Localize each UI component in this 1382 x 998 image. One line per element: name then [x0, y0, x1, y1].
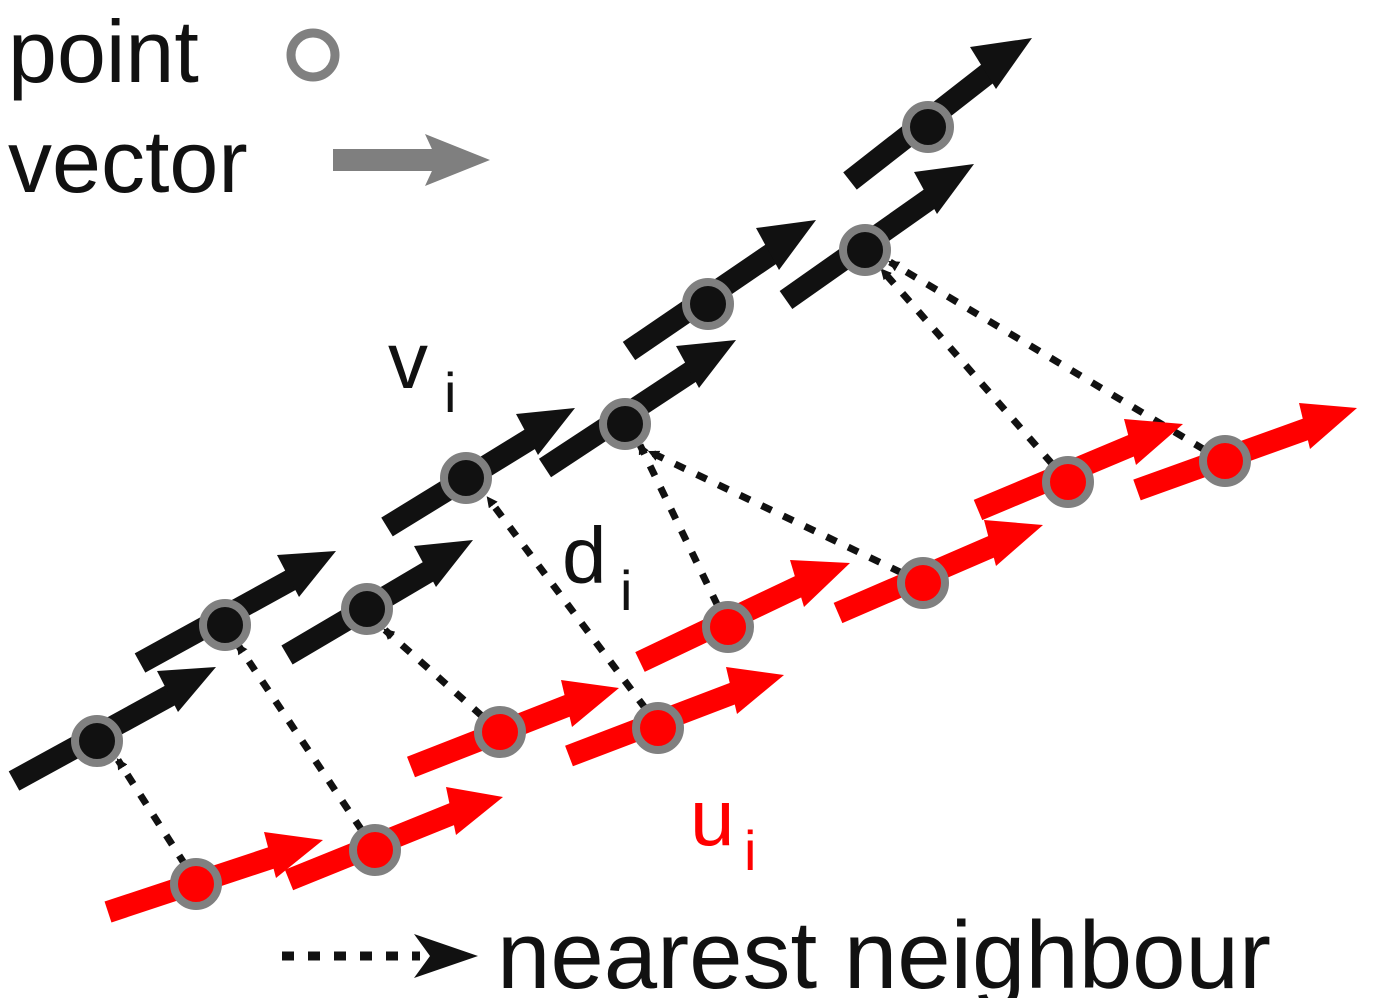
red-point	[474, 706, 526, 758]
v-label: v	[388, 316, 428, 405]
red-vector	[284, 787, 503, 891]
d-subscript: i	[620, 559, 632, 622]
legend-vector-label: vector	[8, 112, 248, 211]
red-point	[632, 702, 684, 754]
red-point	[349, 824, 401, 876]
nn-link	[879, 267, 1071, 485]
d-label: d	[562, 511, 607, 600]
nn-link	[888, 258, 1227, 466]
v-subscript: i	[444, 361, 456, 424]
black-point	[599, 398, 651, 450]
u-label: u	[690, 773, 735, 862]
black-point	[902, 101, 954, 153]
black-point	[199, 599, 251, 651]
black-point	[71, 715, 123, 767]
red-point	[897, 557, 949, 609]
black-points	[71, 101, 954, 767]
legend-nearest-neighbour-icon	[282, 934, 478, 978]
red-point	[1042, 456, 1094, 508]
u-subscript: i	[744, 819, 756, 882]
nearest-neighbour-links	[115, 258, 1227, 887]
legend-point-icon	[286, 28, 340, 82]
red-point	[702, 601, 754, 653]
legend-nearest-neighbour-label: nearest neighbour	[497, 902, 1271, 998]
nn-link	[235, 643, 378, 852]
nn-link	[636, 443, 732, 629]
black-point	[440, 452, 492, 504]
black-point	[839, 224, 891, 276]
nn-link	[648, 448, 925, 587]
legend-vector-arrow-icon	[333, 134, 490, 186]
red-vector	[1133, 403, 1357, 501]
red-point	[170, 858, 222, 910]
legend-point-label: point	[8, 2, 199, 101]
black-point	[341, 583, 393, 635]
red-points	[170, 435, 1251, 910]
black-point	[682, 278, 734, 330]
red-point	[1199, 435, 1251, 487]
